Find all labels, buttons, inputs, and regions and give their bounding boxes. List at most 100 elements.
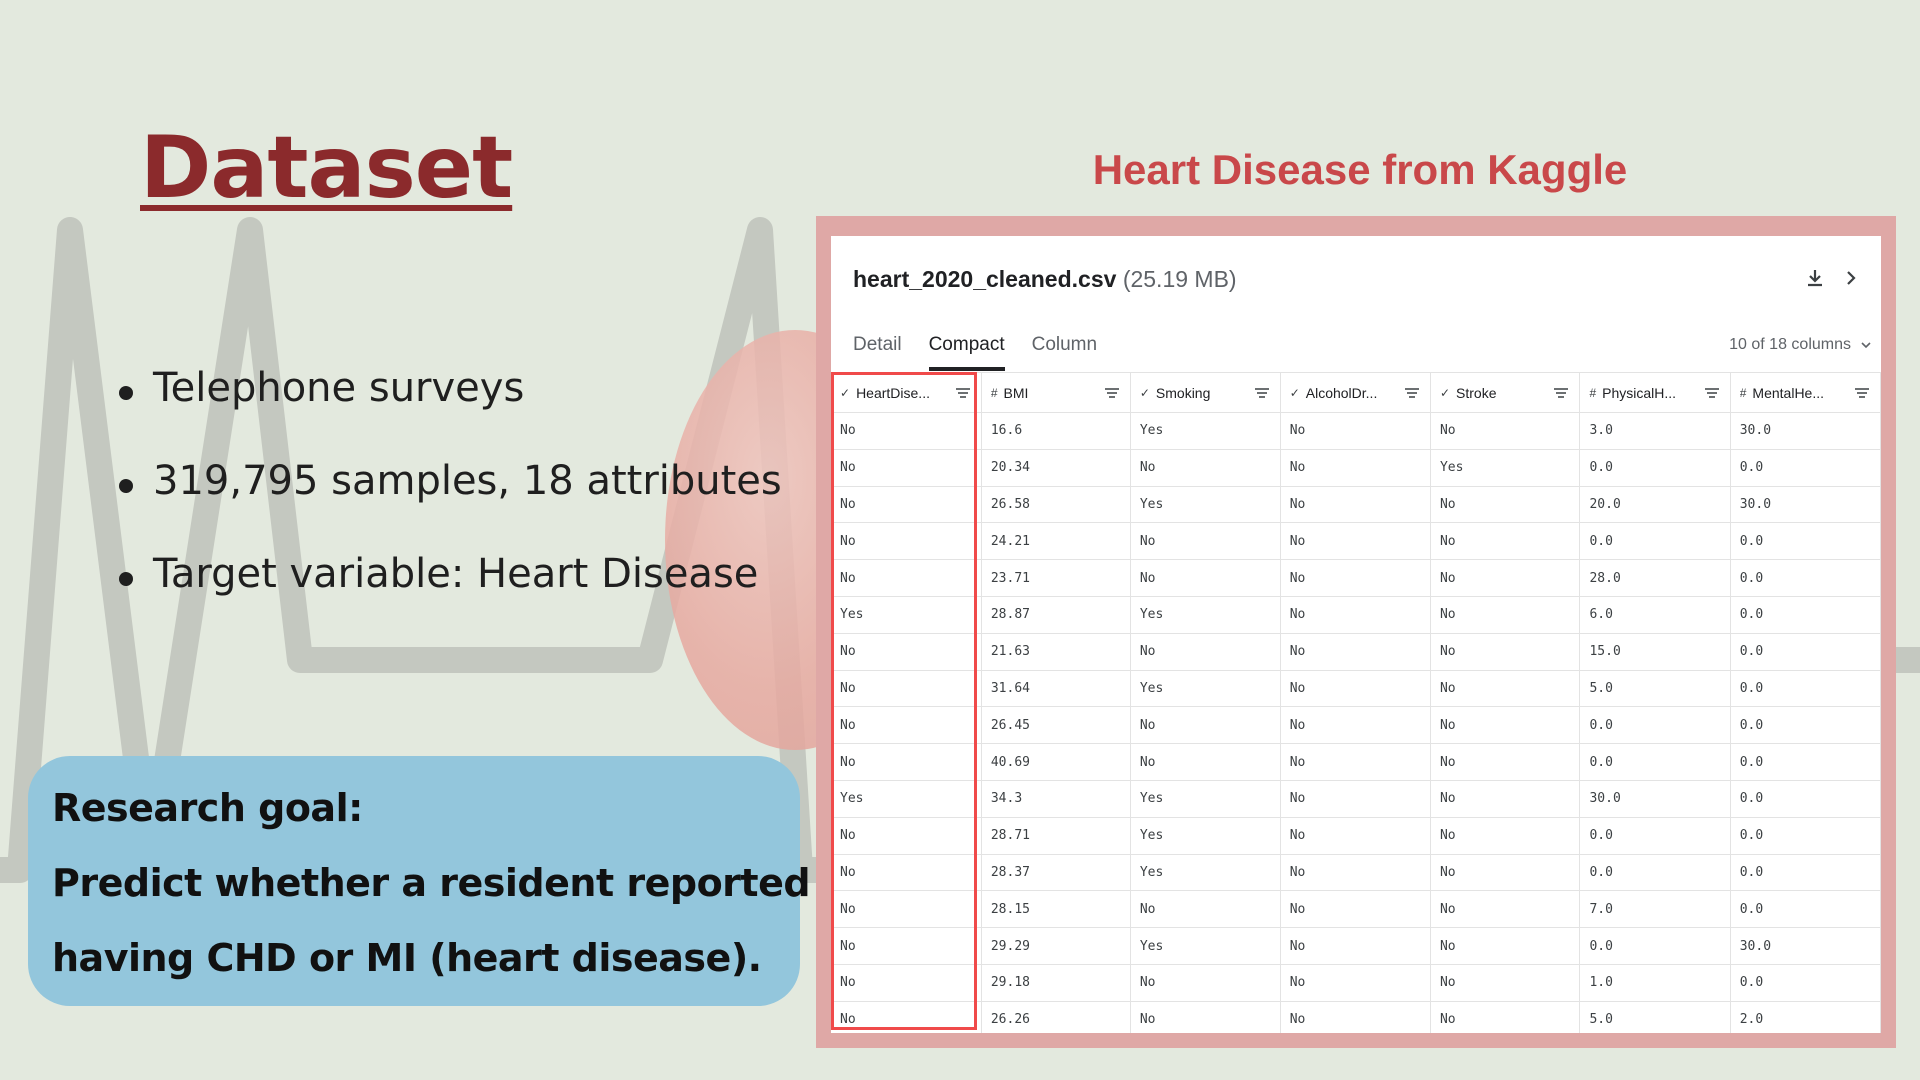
table-cell: Yes	[1130, 596, 1281, 634]
column-header[interactable]: # PhysicalH...	[1579, 372, 1731, 413]
sort-icon[interactable]	[1553, 387, 1569, 399]
table-cell: 23.71	[981, 559, 1131, 597]
table-cell: No	[1130, 559, 1281, 597]
table-cell: 5.0	[1579, 1001, 1731, 1033]
bullet-text: Telephone surveys	[153, 365, 525, 411]
tab-compact[interactable]: Compact	[928, 334, 1005, 371]
column-header[interactable]: ✓ AlcoholDr...	[1280, 372, 1431, 413]
table-row: No 29.29 Yes No No 0.0 30.0	[831, 927, 1881, 965]
table-cell: No	[831, 964, 982, 1002]
table-row: No 28.37 Yes No No 0.0 0.0	[831, 854, 1881, 892]
table-cell: No	[1280, 743, 1431, 781]
table-cell: 1.0	[1579, 964, 1731, 1002]
tab-detail[interactable]: Detail	[853, 334, 902, 355]
column-header-label: AlcoholDr...	[1305, 384, 1378, 401]
table-cell: No	[1430, 706, 1581, 745]
table-cell: No	[831, 743, 982, 781]
column-header[interactable]: # MentalHe...	[1730, 372, 1881, 413]
table-cell: No	[1430, 486, 1581, 524]
table-row: No 29.18 No No No 1.0 0.0	[831, 964, 1881, 1002]
table-cell: 28.0	[1579, 559, 1731, 597]
table-cell: 0.0	[1579, 927, 1731, 965]
sort-icon[interactable]	[1104, 387, 1120, 399]
column-count-label: 10 of 18 columns	[1729, 336, 1851, 353]
column-count-selector[interactable]: 10 of 18 columns	[1729, 336, 1873, 354]
table-cell: 0.0	[1579, 522, 1731, 561]
table-row: No 40.69 No No No 0.0 0.0	[831, 743, 1881, 781]
table-cell: 0.0	[1730, 854, 1881, 892]
table-cell: 0.0	[1579, 817, 1731, 855]
table-row: No 28.15 No No No 7.0 0.0	[831, 890, 1881, 929]
table-cell: 30.0	[1579, 780, 1731, 818]
table-cell: 0.0	[1730, 633, 1881, 671]
table-body: No 16.6 Yes No No 3.0 30.0 No 20.34 No No Yes 0.0 0.0…	[831, 412, 1881, 1033]
table-cell: No	[831, 670, 982, 708]
table-cell: 26.45	[981, 706, 1131, 745]
sort-icon[interactable]	[1704, 387, 1720, 399]
column-header[interactable]: ✓ Smoking	[1130, 372, 1281, 413]
table-cell: 0.0	[1730, 449, 1881, 487]
table-cell: 6.0	[1579, 596, 1731, 634]
research-goal-heading: Research goal:	[52, 786, 363, 830]
sort-icon[interactable]	[1254, 387, 1270, 399]
column-header[interactable]: # BMI	[981, 372, 1131, 413]
chevron-right-icon[interactable]	[1839, 266, 1865, 292]
table-cell: 24.21	[981, 522, 1131, 561]
table-cell: Yes	[1130, 486, 1281, 524]
bullet-list: Telephone surveys 319,795 samples, 18 at…	[115, 365, 782, 644]
sort-icon[interactable]	[1854, 387, 1870, 399]
bullet-dot-icon	[119, 572, 133, 586]
bullet-item: Target variable: Heart Disease	[115, 551, 782, 644]
table-cell: 31.64	[981, 670, 1131, 708]
sort-icon[interactable]	[1404, 387, 1420, 399]
table-cell: 28.87	[981, 596, 1131, 634]
column-header[interactable]: ✓ HeartDise...	[831, 372, 982, 413]
table-cell: No	[1280, 559, 1431, 597]
table-cell: 34.3	[981, 780, 1131, 818]
research-goal-line-2: having CHD or MI (heart disease).	[52, 936, 762, 980]
column-header-label: MentalHe...	[1752, 384, 1825, 401]
table-cell: No	[831, 412, 982, 450]
table-cell: 0.0	[1730, 706, 1881, 745]
table-cell: No	[1280, 522, 1431, 561]
table-row: No 24.21 No No No 0.0 0.0	[831, 522, 1881, 561]
table-cell: No	[831, 706, 982, 745]
table-cell: No	[1430, 780, 1581, 818]
table-cell: No	[1430, 522, 1581, 561]
table-cell: No	[1280, 412, 1431, 450]
column-type-icon: #	[990, 385, 998, 400]
table-cell: 26.58	[981, 486, 1131, 524]
table-cell: No	[831, 854, 982, 892]
column-header[interactable]: ✓ Stroke	[1430, 372, 1581, 413]
table-cell: 26.26	[981, 1001, 1131, 1033]
view-tabs: Detail Compact Column	[853, 334, 1124, 371]
table-cell: 0.0	[1730, 559, 1881, 597]
bullet-dot-icon	[119, 386, 133, 400]
table-cell: 29.18	[981, 964, 1131, 1002]
table-cell: Yes	[1130, 412, 1281, 450]
table-row: No 26.26 No No No 5.0 2.0	[831, 1001, 1881, 1033]
column-type-icon: ✓	[840, 385, 851, 400]
table-cell: No	[831, 559, 982, 597]
table-cell: No	[1430, 1001, 1581, 1033]
column-header-label: Stroke	[1456, 384, 1497, 401]
table-cell: No	[1280, 964, 1431, 1002]
sort-icon[interactable]	[955, 387, 971, 399]
table-cell: Yes	[1130, 670, 1281, 708]
column-header-label: HeartDise...	[856, 384, 930, 401]
column-header-label: BMI	[1003, 384, 1029, 401]
table-cell: 30.0	[1730, 412, 1881, 450]
file-size: (25.19 MB)	[1122, 266, 1237, 292]
table-cell: No	[1430, 670, 1581, 708]
slide-title: Dataset	[140, 118, 513, 218]
table-cell: No	[1280, 854, 1431, 892]
tab-column[interactable]: Column	[1031, 334, 1098, 355]
table-cell: 28.37	[981, 854, 1131, 892]
table-cell: 20.34	[981, 449, 1131, 487]
table-row: No 21.63 No No No 15.0 0.0	[831, 633, 1881, 671]
table-cell: 0.0	[1730, 890, 1881, 929]
download-icon[interactable]	[1803, 266, 1829, 292]
table-cell: 28.71	[981, 817, 1131, 855]
table-cell: No	[1280, 670, 1431, 708]
bullet-item: 319,795 samples, 18 attributes	[115, 458, 782, 551]
